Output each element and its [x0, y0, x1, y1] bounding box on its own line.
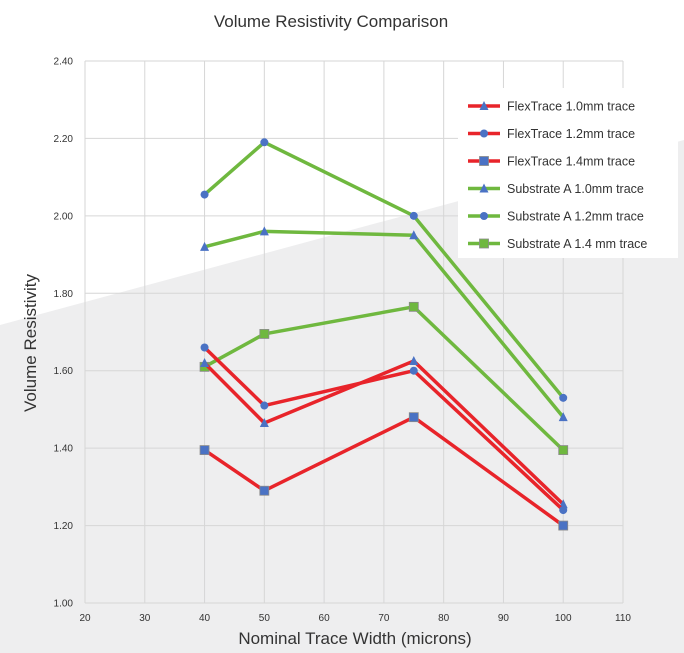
background-wedge [0, 140, 684, 653]
legend-item: FlexTrace 1.2mm trace [468, 127, 635, 141]
legend-label: Substrate A 1.0mm trace [507, 182, 644, 196]
x-tick-label: 90 [498, 613, 510, 624]
x-tick-label: 30 [139, 613, 151, 624]
x-axis-label: Nominal Trace Width (microns) [238, 629, 471, 648]
series-line [203, 346, 565, 512]
series-line [203, 140, 565, 399]
y-tick-label: 1.40 [54, 444, 74, 455]
data-point [259, 226, 269, 236]
x-tick-label: 40 [199, 613, 211, 624]
series-line [203, 415, 565, 527]
legend-marker [480, 212, 488, 220]
series-layer [199, 138, 569, 531]
series-2 [200, 343, 568, 515]
data-point [200, 241, 210, 251]
legend-marker [479, 156, 489, 166]
data-point [408, 412, 419, 423]
data-point [200, 343, 209, 352]
legend-label: FlexTrace 1.4mm trace [507, 155, 635, 169]
data-point [259, 417, 269, 427]
tick-labels: 20 30 40 50 60 70 80 90 100 110 1.00 1.20 1.40 1.60 1.… [54, 57, 632, 625]
series-line [203, 359, 565, 506]
y-tick-label: 1.00 [54, 599, 74, 610]
data-point [200, 190, 209, 199]
y-tick-label: 2.20 [54, 134, 74, 145]
series-1 [200, 356, 568, 509]
legend-marker [479, 101, 489, 110]
legend-label: Substrate A 1.4 mm trace [507, 237, 647, 251]
data-point [558, 412, 568, 422]
data-point [409, 366, 418, 375]
x-tick-label: 110 [615, 613, 631, 624]
series-line [204, 229, 565, 419]
x-tick-label: 70 [378, 613, 390, 624]
legend-label: FlexTrace 1.2mm trace [507, 127, 635, 141]
data-point [558, 445, 569, 455]
data-point [409, 356, 419, 366]
y-tick-label: 1.80 [54, 289, 74, 300]
legend-marker [479, 183, 489, 193]
y-tick-label: 2.40 [54, 57, 74, 68]
data-point [260, 138, 269, 147]
data-point [558, 520, 569, 531]
data-point [260, 401, 269, 410]
x-tick-label: 20 [79, 613, 91, 624]
data-point [559, 393, 568, 402]
legend-item: Substrate A 1.2mm trace [468, 210, 644, 224]
legend-item: FlexTrace 1.4mm trace [468, 155, 635, 169]
chart-title: Volume Resistivity Comparison [214, 12, 448, 31]
x-tick-label: 60 [319, 613, 331, 624]
data-point [409, 230, 419, 240]
legend-label: Substrate A 1.2mm trace [507, 210, 644, 224]
x-tick-label: 100 [555, 613, 572, 624]
data-point [259, 485, 270, 496]
legend-item: FlexTrace 1.0mm trace [468, 100, 635, 114]
legend-label: FlexTrace 1.0mm trace [507, 100, 635, 114]
y-tick-label: 1.60 [54, 366, 74, 377]
data-point [259, 329, 270, 339]
legend-item: Substrate A 1.4 mm trace [468, 237, 647, 251]
y-tick-label: 2.00 [54, 211, 74, 222]
y-axis-label: Volume Resistivity [21, 274, 40, 412]
series-4 [200, 226, 568, 422]
data-point [409, 211, 418, 220]
data-point [200, 357, 210, 367]
x-tick-label: 80 [438, 613, 450, 624]
y-tick-label: 1.20 [54, 521, 74, 532]
series-5 [200, 138, 568, 402]
legend-marker [479, 238, 489, 249]
legend-item: Substrate A 1.0mm trace [468, 182, 644, 196]
series-3 [199, 412, 569, 531]
data-point [199, 445, 210, 455]
series-line [203, 305, 565, 452]
data-point [408, 301, 419, 312]
legend-marker [480, 129, 488, 138]
x-tick-label: 50 [259, 613, 271, 624]
legend: FlexTrace 1.0mm trace FlexTrace 1.2mm tra… [458, 88, 678, 258]
data-point [559, 506, 568, 515]
legend-box [458, 88, 678, 258]
